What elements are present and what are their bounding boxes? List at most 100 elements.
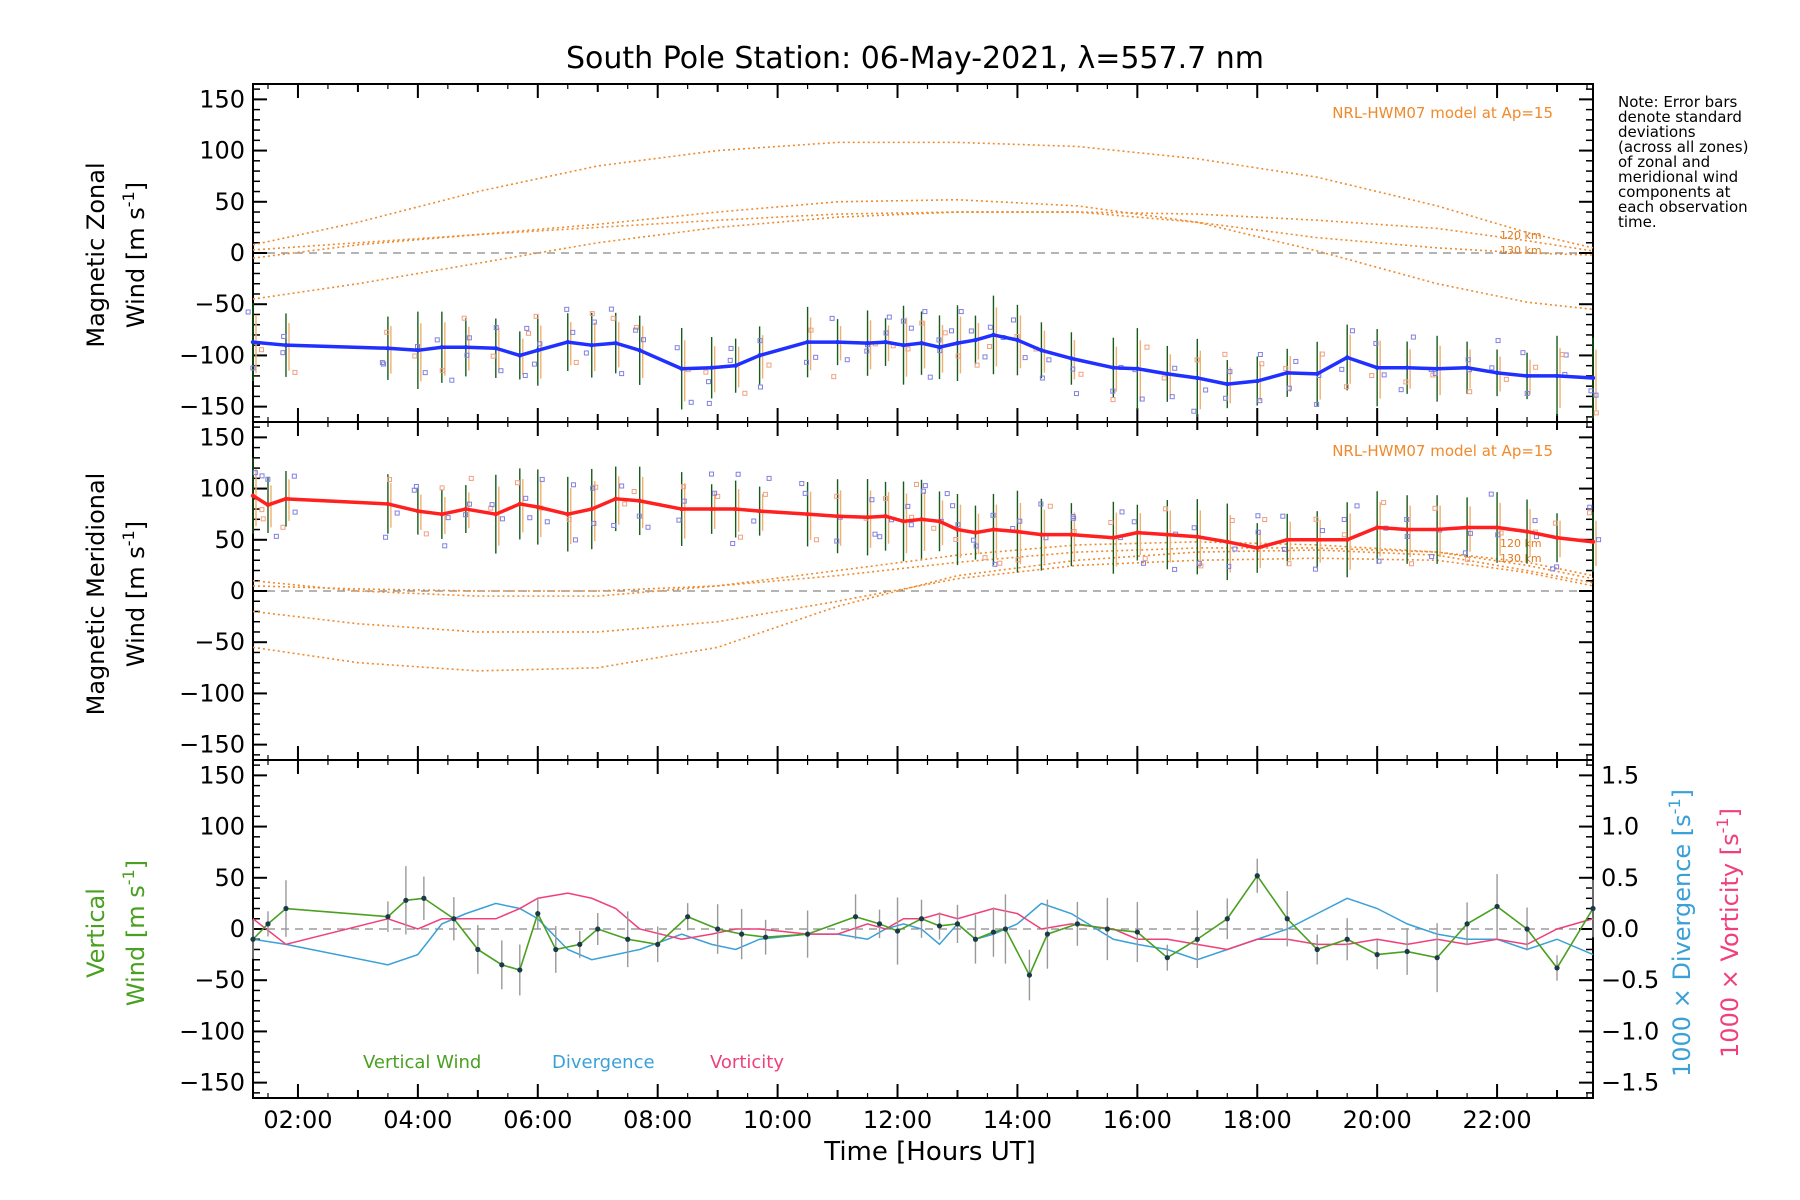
data-point	[565, 511, 570, 517]
data-point	[1344, 936, 1350, 942]
data-point	[1524, 373, 1530, 379]
data-point	[589, 342, 594, 348]
data-point	[517, 501, 523, 507]
zone-sample-point	[566, 516, 572, 522]
zone-sample-point	[498, 368, 504, 374]
data-point	[439, 345, 445, 350]
zone-sample-point	[1369, 373, 1375, 379]
data-point	[1374, 952, 1380, 958]
note-line: meridional wind	[1618, 168, 1738, 186]
zone-sample-point	[1172, 566, 1178, 572]
zone-sample-point	[1354, 503, 1360, 509]
zone-sample-point	[908, 522, 914, 528]
data-point	[852, 914, 859, 920]
zone-sample-point	[589, 311, 595, 317]
y-tick-label: −50	[194, 628, 245, 656]
data-point	[954, 921, 961, 927]
magnetic-meridional-wind-line	[252, 494, 1594, 550]
zone-sample-point	[1172, 365, 1178, 371]
zone-sample-point	[383, 534, 389, 540]
zone-sample-point	[1467, 530, 1473, 536]
zone-sample-point	[258, 347, 264, 353]
zone-sample-point	[1312, 566, 1318, 572]
zone-sample-point	[1142, 555, 1148, 561]
data-point	[613, 340, 618, 346]
zone-sample-point	[531, 361, 537, 367]
zone-sample-point	[1596, 537, 1602, 543]
zone-sample-point	[250, 365, 256, 371]
zone-sample-point	[922, 483, 928, 489]
zone-sample-point	[544, 519, 550, 525]
zonal-ylabel-text: Magnetic Zonal	[82, 162, 110, 347]
data-point	[1285, 537, 1290, 542]
data-point	[937, 345, 942, 350]
model-height-label: 130 km	[1500, 244, 1542, 257]
y-tick-label: 150	[199, 761, 245, 789]
zone-sample-point	[564, 306, 570, 312]
data-point	[463, 506, 469, 512]
y-tick-label: 100	[199, 475, 245, 503]
zone-sample-point	[1139, 396, 1145, 402]
y-tick-label: 0	[230, 239, 245, 267]
data-point	[955, 527, 960, 532]
x-tick-label: 04:00	[383, 1106, 452, 1134]
x-tick-label: 06:00	[503, 1106, 572, 1134]
x-tick-label: 12:00	[863, 1106, 932, 1134]
zone-sample-point	[1078, 371, 1084, 377]
zone-sample-point	[953, 537, 959, 543]
data-point	[499, 962, 505, 968]
vertical-ylabel-line2: Wind [m s-1]	[119, 860, 150, 1006]
zone-sample-point	[737, 534, 743, 540]
zone-sample-point	[636, 513, 642, 519]
zone-sample-point	[674, 345, 680, 351]
y-tick-label: 0	[230, 915, 245, 943]
zone-sample-point	[1286, 385, 1292, 391]
data-point	[415, 348, 421, 353]
y2-tick-label: 1.5	[1601, 761, 1639, 789]
data-point	[1464, 921, 1470, 927]
zone-sample-point	[1404, 533, 1410, 539]
x-tick-label: 10:00	[743, 1106, 812, 1134]
data-point	[1069, 532, 1074, 537]
y2-exponent: -1	[1665, 798, 1684, 814]
zone-sample-point	[1046, 357, 1052, 363]
zone-sample-point	[387, 477, 393, 483]
zone-sample-point	[1341, 516, 1347, 522]
data-point	[613, 496, 618, 502]
y-tick-label: −100	[179, 679, 245, 707]
y2-text: 1000 × Vorticity [s	[1716, 833, 1744, 1058]
zone-sample-point	[920, 488, 926, 494]
data-point	[265, 502, 271, 508]
data-point	[1195, 534, 1200, 539]
zone-sample-point	[1108, 520, 1114, 526]
vertical-ylabel-units: Wind [m s-1]	[119, 860, 150, 1006]
data-point	[1464, 365, 1470, 370]
vertical-panel: 150 100 50 0 −50 −100 −150 1.5 1.0 0.5 0.0 −0.5 −1.0…	[179, 759, 1659, 1099]
zone-sample-point	[1524, 390, 1530, 396]
zone-sample-point	[1432, 505, 1438, 511]
zone-sample-point	[273, 533, 279, 539]
data-point	[1374, 365, 1380, 370]
zone-sample-point	[1533, 364, 1539, 370]
data-point	[1554, 535, 1560, 540]
y2-tick-label: 0.5	[1601, 864, 1639, 892]
x-tick-label: 16:00	[1103, 1106, 1172, 1134]
data-point	[655, 941, 661, 947]
zone-sample-point	[466, 335, 472, 341]
model-curve	[252, 211, 1594, 259]
zone-sample-point	[955, 522, 961, 528]
data-point	[733, 363, 738, 368]
zone-sample-point	[1462, 550, 1468, 556]
y-tick-label: −50	[194, 290, 245, 318]
legend-vorticity: Vorticity	[710, 1052, 784, 1073]
zone-sample-point	[728, 345, 734, 351]
zone-sample-point	[802, 490, 808, 496]
zone-sample-point	[1039, 375, 1045, 381]
model-curve	[252, 141, 1594, 249]
zone-sample-point	[799, 481, 805, 487]
zone-sample-point	[1563, 352, 1569, 358]
zone-sample-point	[1169, 394, 1175, 400]
note-line: denote standard	[1618, 108, 1742, 126]
x-tick-label: 22:00	[1462, 1106, 1531, 1134]
zone-sample-point	[869, 497, 875, 503]
